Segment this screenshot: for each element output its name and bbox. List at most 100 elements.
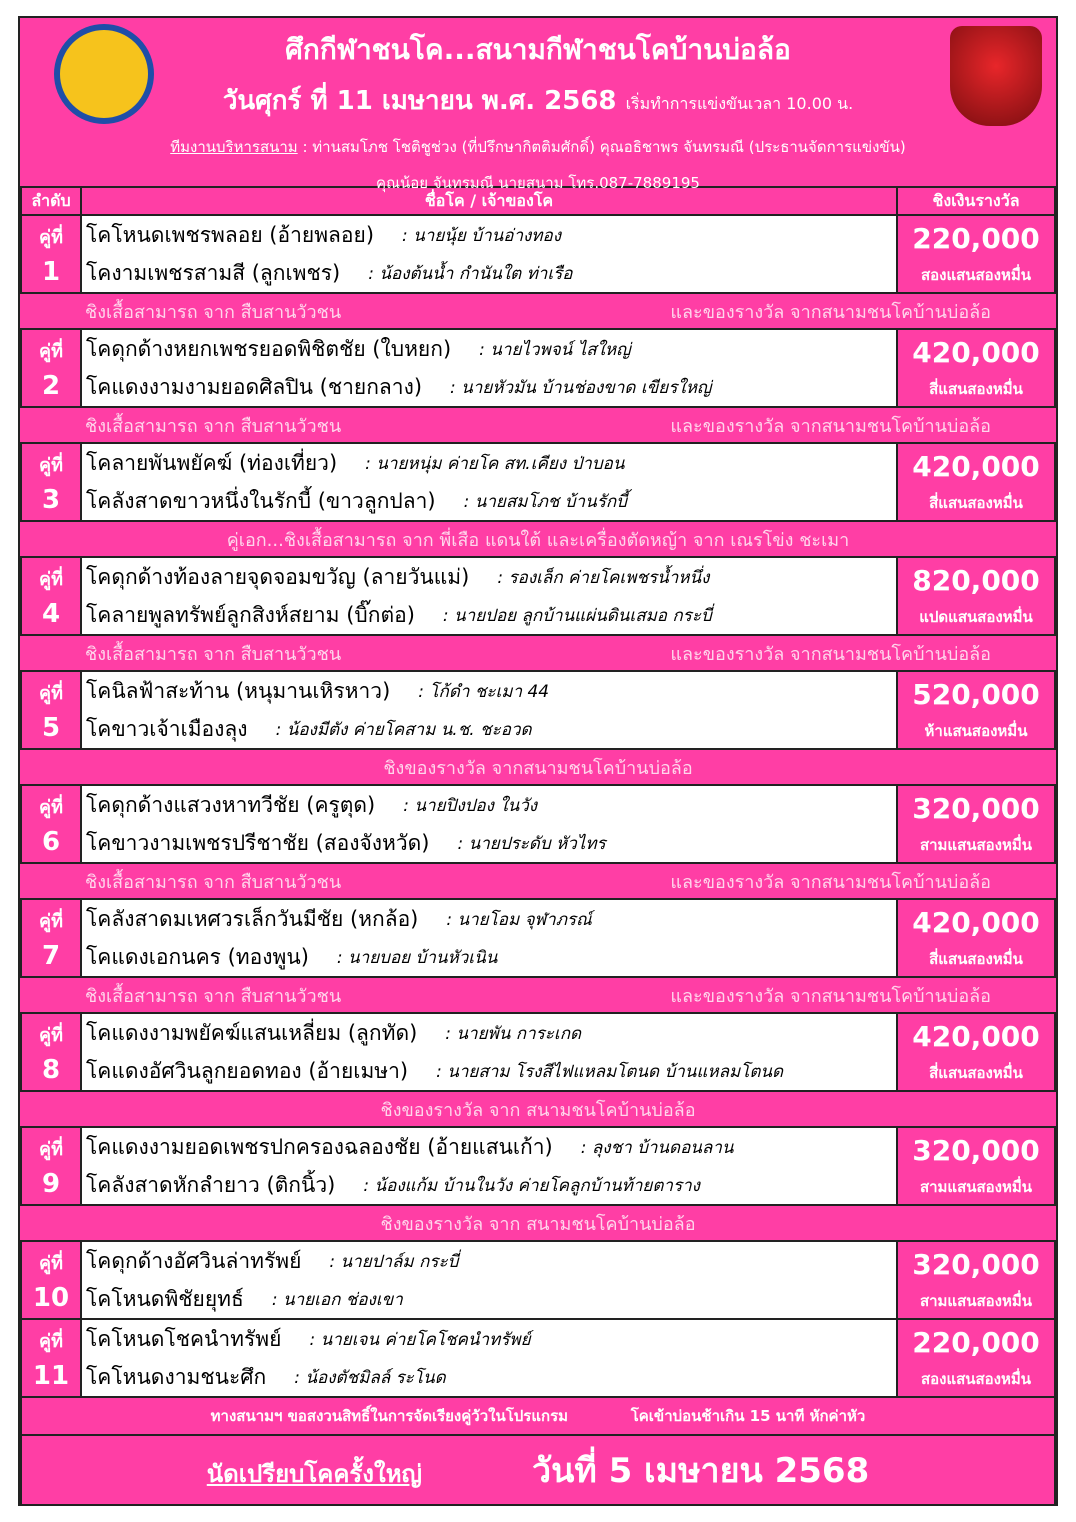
sponsor-row: และของรางวัล จากสนามชนโคบ้านบ่อล้อ ชิงเสื… xyxy=(21,976,1055,1014)
prize: 520,000 ห้าแสนสองหมื่น xyxy=(896,670,1056,750)
text: ชิงเสื้อสามารถ จาก สืบสานวัวชน xyxy=(85,871,342,893)
text: ชิงเสื้อสามารถ จาก สืบสานวัวชน xyxy=(85,301,342,323)
text: โคแดงงามยอดเพชรปกครองฉลองชัย (อ้ายแสนเก้… xyxy=(80,1126,898,1206)
text: 2 xyxy=(41,370,61,401)
text: สองแสนสองหมื่น xyxy=(920,1369,1032,1388)
match-number: คู่ที่ 11 xyxy=(20,1318,82,1398)
owner-a: : นายปิงปอง ในวัง xyxy=(403,795,538,816)
text: 420,000 xyxy=(912,449,1040,483)
text: โคแดงเอกนคร (ทองพูน) xyxy=(86,944,309,969)
prize: 320,000 สามแสนสองหมื่น xyxy=(896,784,1056,864)
text: โคนิลฟ้าสะท้าน (หนุมานเหิรหาว) xyxy=(86,678,391,703)
text: 420,000 xyxy=(912,1019,1040,1053)
owner-b: : น้องมีตัง ค่ายโคสาม น.ช. ชะอวด xyxy=(275,719,532,740)
bull-a: โคดุกด้างหยกเพชรยอดพิชิตชัย (ใบหยก) : นาย… xyxy=(86,330,892,368)
text: สองแสนสองหมื่น xyxy=(920,265,1032,284)
prize: 320,000 สามแสนสองหมื่น xyxy=(896,1126,1056,1206)
bull-b: โคแดงงามงามยอดศิลปิน (ชายกลาง) : นายหัวมั… xyxy=(86,368,892,406)
text: คู่ที่ xyxy=(39,796,63,818)
text: โคดุกด้างหยกเพชรยอดพิชิตชัย (ใบหยก) xyxy=(86,336,452,361)
owner-b: : นายปอย ลูกบ้านแผ่นดินเสมอ กระบี่ xyxy=(442,605,712,626)
header: ศึกกีฬาชนโค...สนามกีฬาชนโคบ้านบ่อล้อ วัน… xyxy=(20,18,1056,192)
text: โคโหนดเพชรพลอย (อ้ายพลอย) xyxy=(86,222,375,247)
match-number: คู่ที่ 7 xyxy=(20,898,82,978)
owner-a: : ลุงชา บ้านดอนลาน xyxy=(580,1137,734,1158)
owner-a: : รองเล็ก ค่ายโคเพชรน้ำหนึ่ง xyxy=(497,567,710,588)
text: คู่ที่ xyxy=(39,682,63,704)
text: ชิงเสื้อสามารถ จาก สืบสานวัวชน xyxy=(85,643,342,665)
bull-a: โคลายพันพยัคฆ์ (ท่องเที่ยว): นายหนุ่ม ค่… xyxy=(86,444,892,482)
text: 1 xyxy=(41,256,61,287)
page-title: ศึกกีฬาชนโค...สนามกีฬาชนโคบ้านบ่อล้อ xyxy=(285,33,791,66)
program-table: ลำดับ ชื่อโค / เจ้าของโค ชิงเงินรางวัล ค… xyxy=(20,186,1056,1506)
text: โคแดงงามงามยอดศิลปิน (ชายกลาง) xyxy=(86,374,423,399)
prize: 820,000 แปดแสนสองหมื่น xyxy=(896,556,1056,636)
sponsor-row: คู่เอก...ชิงเสื้อสามารถ จาก พี่เสือ แดนใ… xyxy=(21,520,1055,558)
text: คู่ที่ xyxy=(39,454,63,476)
prize: 420,000 สี่แสนสองหมื่น xyxy=(896,898,1056,978)
col-name: ชื่อโค / เจ้าของโค xyxy=(80,186,898,216)
text: 4 xyxy=(41,598,61,629)
match-row: คู่ที่ 3 โคลายพันพยัคฆ์ (ท่องเที่ยว): นาย… xyxy=(20,442,1056,522)
text: 220,000 xyxy=(912,1325,1040,1359)
text: และของรางวัล จากสนามชนโคบ้านบ่อล้อ ชิงเสื… xyxy=(21,634,1055,672)
text: โคลายพันพยัคฆ์ (ท่องเที่ยว): นายหนุ่ม ค่… xyxy=(80,442,898,522)
text: คู่ที่ xyxy=(39,1330,63,1352)
text: 520,000 xyxy=(912,677,1040,711)
text: โคโหนดพิชัยยุทธ์ xyxy=(86,1286,244,1311)
owner-b: : นายบอย บ้านหัวเนิน xyxy=(336,947,498,968)
owner-b: : นายเอก ช่องเขา xyxy=(271,1289,403,1310)
text: และของรางวัล จากสนามชนโคบ้านบ่อล้อ xyxy=(670,985,991,1007)
text: 320,000 xyxy=(912,791,1040,825)
text: โคโหนดโชคนำทรัพย์ xyxy=(86,1326,282,1351)
owner-a: : โก้ดำ ชะเมา 44 xyxy=(418,681,550,702)
bull-b: โคลายพูลทรัพย์ลูกสิงห์สยาม (บิ๊กต่อ) : นา… xyxy=(86,596,892,634)
text: คู่ที่ xyxy=(39,1138,63,1160)
text: ชิงเสื้อสามารถ จาก สืบสานวัวชน xyxy=(85,415,342,437)
owner-b: : นายหัวมัน บ้านช่องขาด เขียรใหญ่ xyxy=(450,377,712,398)
sponsor-row: และของรางวัล จากสนามชนโคบ้านบ่อล้อ ชิงเสื… xyxy=(21,406,1055,444)
text: คู่ที่ xyxy=(39,1252,63,1274)
sponsor-row: ชิงของรางวัล จาก สนามชนโคบ้านบ่อล้อ xyxy=(21,1204,1055,1242)
owner-a: : นายไวพจน์ ไสใหญ่ xyxy=(479,339,631,360)
event-date: วันศุกร์ ที่ 11 เมษายน พ.ศ. 2568 เริ่มทำ… xyxy=(222,86,854,116)
match-number: คู่ที่ 9 xyxy=(20,1126,82,1206)
text: 5 xyxy=(41,712,61,743)
text: และของรางวัล จากสนามชนโคบ้านบ่อล้อ xyxy=(670,643,991,665)
next-event: นัดเปรียบโคครั้งใหญ่ วันที่ 5 เมษายน 2568 xyxy=(20,1434,1056,1506)
text: 7 xyxy=(41,940,61,971)
text: สามแสนสองหมื่น xyxy=(919,1177,1033,1196)
text: โคโหนดงามชนะศึก xyxy=(86,1364,267,1389)
text: 420,000 xyxy=(912,335,1040,369)
prize: 220,000 สองแสนสองหมื่น xyxy=(896,214,1056,294)
owner-a: : นายปาล์ม กระบี่ xyxy=(329,1251,459,1272)
match-row: คู่ที่ 1 โคโหนดเพชรพลอย (อ้ายพลอย): นายนุ… xyxy=(20,214,1056,294)
text: โคดุกด้างแสวงหาทวีชัย (ครูตุด): นายปิงปอ… xyxy=(80,784,898,864)
text: และของรางวัล จากสนามชนโคบ้านบ่อล้อ ชิงเสื… xyxy=(21,862,1055,900)
owner-b: : นายสาม โรงสีไฟแหลมโตนด บ้านแหลมโตนด xyxy=(436,1061,784,1082)
prize: 420,000 สี่แสนสองหมื่น xyxy=(896,442,1056,522)
start-time: เริ่มทำการแข่งขันเวลา 10.00 น. xyxy=(625,94,854,113)
match-number: คู่ที่ 1 xyxy=(20,214,82,294)
text: สี่แสนสองหมื่น xyxy=(929,493,1023,512)
bull-b: โคแดงอัศวินลูกยอดทอง (อ้ายเมษา): นายสาม … xyxy=(86,1052,892,1090)
text: คู่ที่ xyxy=(39,910,63,932)
text: โคลายพูลทรัพย์ลูกสิงห์สยาม (บิ๊กต่อ) xyxy=(86,602,415,627)
match-number: คู่ที่ 10 xyxy=(20,1240,82,1320)
bull-b: โคลังสาดหักลำยาว (ติกนิ้ว): น้องแก้ม บ้า… xyxy=(86,1166,892,1204)
owner-b: : นายประดับ หัวไทร xyxy=(457,833,606,854)
bull-a: โคนิลฟ้าสะท้าน (หนุมานเหิรหาว) : โก้ดำ ชะ… xyxy=(86,672,892,710)
match-row: คู่ที่ 4 โคดุกด้างท้องลายจุดจอมขวัญ (ลายว… xyxy=(20,556,1056,636)
text: ชิงของรางวัล จาก สนามชนโคบ้านบ่อล้อ xyxy=(21,1204,1055,1242)
text: โคดุกด้างท้องลายจุดจอมขวัญ (ลายวันแม่) xyxy=(86,564,470,589)
bull-b: โคแดงเอกนคร (ทองพูน) : นายบอย บ้านหัวเนิน xyxy=(86,938,892,976)
text: 3 xyxy=(41,484,61,515)
footer-note: ทางสนามฯ ขอสงวนสิทธิ์ในการจัดเรียงคู่วัว… xyxy=(20,1396,1056,1436)
text: โคดุกด้างอัศวินล่าทรัพย์ xyxy=(86,1248,302,1273)
text: สี่แสนสองหมื่น xyxy=(929,379,1023,398)
match-row: คู่ที่ 2 โคดุกด้างหยกเพชรยอดพิชิตชัย (ใบห… xyxy=(20,328,1056,408)
text: โคแดงงามพยัคฆ์แสนเหลี่ยม (ลูกทัด) xyxy=(86,1020,418,1045)
match-number: คู่ที่ 4 xyxy=(20,556,82,636)
match-number: คู่ที่ 6 xyxy=(20,784,82,864)
text: และของรางวัล จากสนามชนโคบ้านบ่อล้อ ชิงเสื… xyxy=(21,406,1055,444)
